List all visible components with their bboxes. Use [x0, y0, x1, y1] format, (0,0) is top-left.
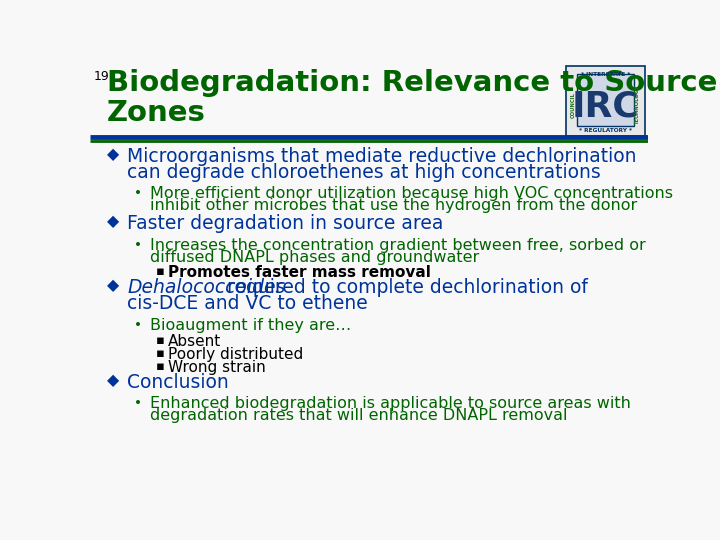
Text: Promotes faster mass removal: Promotes faster mass removal	[168, 265, 431, 280]
Text: Increases the concentration gradient between free, sorbed or: Increases the concentration gradient bet…	[150, 238, 647, 253]
Text: ▪: ▪	[156, 265, 164, 279]
Text: Faster degradation in source area: Faster degradation in source area	[127, 214, 444, 233]
Text: •: •	[134, 186, 142, 200]
Text: ◆: ◆	[107, 373, 120, 388]
Text: Wrong strain: Wrong strain	[168, 360, 265, 375]
Text: Biodegradation: Relevance to Source: Biodegradation: Relevance to Source	[107, 69, 717, 97]
Text: Poorly distributed: Poorly distributed	[168, 347, 302, 362]
Text: ◆: ◆	[107, 147, 120, 162]
Text: 19: 19	[94, 70, 109, 83]
Text: Dehalococcoides: Dehalococcoides	[127, 279, 285, 298]
Text: * REGULATORY *: * REGULATORY *	[579, 127, 632, 132]
Text: ▪: ▪	[156, 334, 164, 347]
FancyBboxPatch shape	[566, 66, 645, 136]
Text: Zones: Zones	[107, 99, 206, 127]
Text: * INTERSTATE *: * INTERSTATE *	[581, 72, 630, 78]
Text: cis-DCE and VC to ethene: cis-DCE and VC to ethene	[127, 294, 368, 313]
Text: can degrade chloroethenes at high concentrations: can degrade chloroethenes at high concen…	[127, 163, 601, 182]
Text: •: •	[134, 396, 142, 410]
Text: degradation rates that will enhance DNAPL removal: degradation rates that will enhance DNAP…	[150, 408, 568, 423]
Text: •: •	[134, 318, 142, 332]
Text: ▪: ▪	[156, 360, 164, 373]
Text: TECHNOLOGY: TECHNOLOGY	[636, 85, 640, 125]
Text: COUNCIL: COUNCIL	[570, 92, 575, 118]
Text: required to complete dechlorination of: required to complete dechlorination of	[221, 279, 588, 298]
Text: •: •	[134, 238, 142, 252]
Text: ◆: ◆	[107, 214, 120, 229]
Text: inhibit other microbes that use the hydrogen from the donor: inhibit other microbes that use the hydr…	[150, 198, 638, 213]
Text: Microorganisms that mediate reductive dechlorination: Microorganisms that mediate reductive de…	[127, 147, 636, 166]
Text: ◆: ◆	[107, 279, 120, 293]
Text: Conclusion: Conclusion	[127, 373, 229, 392]
Text: diffused DNAPL phases and groundwater: diffused DNAPL phases and groundwater	[150, 249, 480, 265]
Text: ▪: ▪	[156, 347, 164, 360]
FancyBboxPatch shape	[577, 74, 634, 126]
Text: Enhanced biodegradation is applicable to source areas with: Enhanced biodegradation is applicable to…	[150, 396, 631, 411]
Text: Bioaugment if they are…: Bioaugment if they are…	[150, 318, 351, 333]
Text: Absent: Absent	[168, 334, 221, 348]
Text: More efficient donor utilization because high VOC concentrations: More efficient donor utilization because…	[150, 186, 673, 201]
Text: IRC: IRC	[572, 90, 639, 123]
